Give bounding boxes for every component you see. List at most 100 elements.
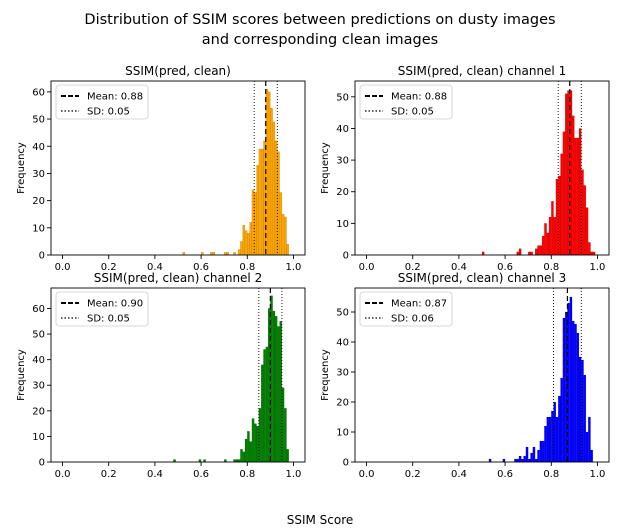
- x-tick-label: 0.0: [55, 469, 71, 480]
- histogram-bar: [254, 423, 257, 463]
- figure-title-line-1: Distribution of SSIM scores between pred…: [84, 12, 556, 28]
- subplot-3: SSIM(pred, clean) channel 2 0.0 0.2 0.4 0.6 0…: [16, 271, 306, 480]
- histogram-bar: [270, 108, 273, 256]
- axes-frame: [354, 287, 610, 463]
- x-tick-label: 0.6: [193, 262, 209, 273]
- histogram-bar: [247, 431, 250, 463]
- histogram-bar: [518, 455, 522, 463]
- x-tick-label: 0.0: [359, 469, 375, 480]
- y-tick-label: 50: [32, 330, 45, 341]
- legend: Mean: 0.90 SD: 0.05: [55, 291, 149, 327]
- histogram-bar: [588, 416, 591, 463]
- histogram-bar: [560, 153, 563, 256]
- y-tick-label: 0: [343, 458, 349, 469]
- histogram-bar: [272, 121, 276, 256]
- histogram-bar: [571, 320, 575, 463]
- histogram-bar: [562, 317, 566, 463]
- histogram-bar: [249, 441, 253, 463]
- subplot-1: SSIM(pred, clean) 0.0 0.2 0.4 0.6 0.8 1.0 0 10 20…: [16, 64, 306, 273]
- y-tick-label: 30: [336, 368, 349, 379]
- x-tick-label: 1.0: [286, 262, 302, 273]
- histogram-bar: [249, 222, 253, 256]
- histogram-bar: [532, 446, 536, 463]
- histogram-bar: [534, 458, 538, 463]
- y-tick-label: 30: [32, 169, 45, 180]
- histogram-bar: [548, 216, 552, 256]
- subplot-title: SSIM(pred, clean) channel 2: [94, 271, 262, 285]
- legend-label: Mean: 0.88: [391, 92, 447, 103]
- figure-title-line-2: and corresponding clean images: [201, 32, 439, 48]
- legend-label: SD: 0.06: [391, 314, 434, 325]
- histogram-bar: [590, 251, 593, 256]
- y-tick-label: 40: [336, 338, 349, 349]
- histogram-bar: [516, 458, 520, 463]
- histogram-bar: [261, 148, 264, 256]
- x-tick-label: 0.2: [101, 262, 117, 273]
- histogram-bar: [523, 455, 526, 463]
- histogram-bar: [562, 131, 566, 256]
- legend-label: SD: 0.05: [87, 107, 130, 118]
- y-tick-label: 20: [32, 196, 45, 207]
- figure-x-axis-label: SSIM Score: [286, 513, 354, 527]
- y-tick-label: 30: [32, 381, 45, 392]
- histogram-bar: [242, 451, 246, 463]
- histogram-bar: [574, 323, 577, 463]
- histogram-bar: [481, 251, 485, 256]
- axes-frame: [50, 80, 306, 256]
- y-tick-label: 10: [32, 223, 45, 234]
- legend: Mean: 0.87 SD: 0.06: [359, 291, 453, 327]
- histogram-bar: [534, 248, 538, 256]
- histogram-bar: [274, 316, 278, 463]
- histogram-bar: [284, 216, 287, 256]
- histogram-bar: [590, 449, 593, 463]
- x-tick-label: 1.0: [590, 262, 606, 273]
- legend: Mean: 0.88 SD: 0.05: [359, 84, 453, 120]
- histogram-bar: [237, 249, 241, 256]
- y-tick-label: 20: [336, 398, 349, 409]
- histogram-bar: [284, 408, 287, 463]
- histogram-bar: [546, 232, 550, 256]
- histogram-bar: [244, 438, 248, 463]
- x-tick-label: 0.6: [497, 262, 513, 273]
- histogram-bar: [261, 364, 264, 463]
- x-tick-label: 0.4: [451, 262, 467, 273]
- x-tick-label: 0.0: [55, 262, 71, 273]
- histogram-bar: [242, 224, 246, 256]
- histogram-bar: [240, 449, 243, 463]
- histogram-bar: [539, 245, 543, 256]
- legend-label: Mean: 0.88: [87, 92, 143, 103]
- subplot-title: SSIM(pred, clean) channel 3: [398, 271, 566, 285]
- histogram-bar: [530, 452, 533, 463]
- histogram-bar: [244, 230, 248, 256]
- histogram-bar: [518, 248, 522, 256]
- x-tick-label: 0.4: [451, 469, 467, 480]
- x-tick-label: 0.8: [543, 262, 559, 273]
- histogram-bar: [256, 165, 259, 256]
- histogram-bar: [265, 346, 269, 463]
- y-tick-label: 0: [39, 251, 45, 262]
- y-tick-label: 0: [343, 251, 349, 262]
- histogram-bar: [516, 251, 520, 256]
- histogram-bar: [571, 115, 575, 256]
- legend-label: SD: 0.05: [87, 314, 130, 325]
- y-tick-label: 60: [32, 304, 45, 315]
- y-tick-label: 20: [32, 406, 45, 417]
- subplot-2: SSIM(pred, clean) channel 1 0.0 0.2 0.4 0.6 0…: [320, 64, 610, 273]
- y-axis-label: Frequency: [320, 349, 331, 401]
- subplot-title: SSIM(pred, clean): [125, 64, 231, 78]
- histogram-bar: [281, 214, 285, 256]
- histogram-bar: [240, 241, 243, 256]
- axes-frame: [354, 80, 610, 256]
- histogram-bar: [286, 244, 289, 256]
- subplot-title: SSIM(pred, clean) channel 1: [398, 64, 566, 78]
- histogram-bar: [251, 418, 255, 463]
- histogram-bar: [272, 310, 276, 463]
- histogram-bar: [530, 251, 533, 256]
- y-axis-label: Frequency: [320, 142, 331, 194]
- y-tick-label: 10: [336, 428, 349, 439]
- histogram-bar: [544, 425, 547, 463]
- x-tick-label: 0.8: [239, 469, 255, 480]
- x-tick-label: 0.2: [101, 469, 117, 480]
- legend-label: Mean: 0.87: [391, 299, 447, 310]
